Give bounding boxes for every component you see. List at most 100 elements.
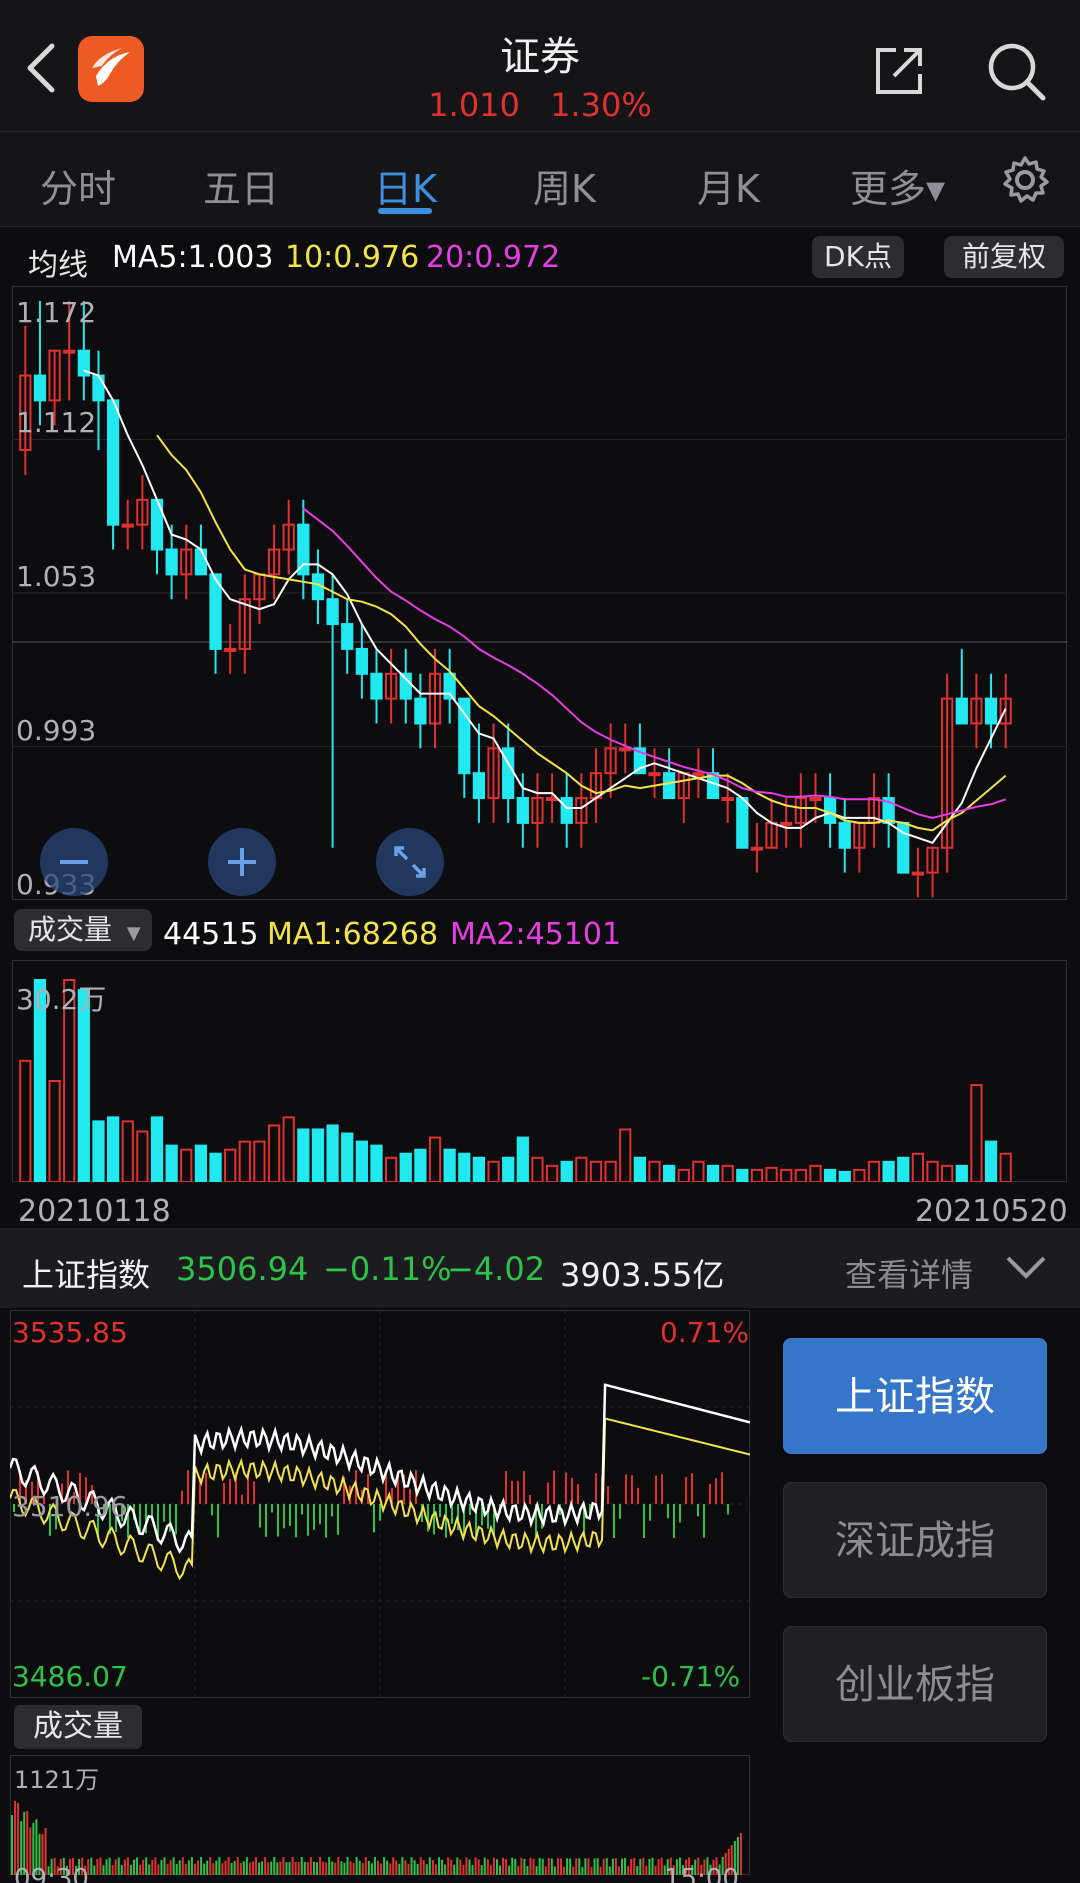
ma10-line	[156, 434, 1007, 832]
candle-body	[209, 573, 222, 650]
volume-bar	[545, 1164, 559, 1182]
volume-bar	[794, 1168, 807, 1182]
tab-more[interactable]: 更多▾	[850, 167, 946, 211]
index-pct: −0.11%	[323, 1250, 452, 1288]
volume-bar	[575, 1156, 588, 1182]
view-details-link[interactable]: 查看详情	[845, 1256, 974, 1294]
candle-body	[106, 399, 120, 526]
index-low-pct: -0.71%	[641, 1660, 741, 1693]
fullscreen-icon[interactable]	[376, 828, 444, 896]
volume-bar	[224, 1148, 237, 1182]
candle-body	[19, 374, 32, 452]
candle-body	[823, 797, 837, 824]
candle-body	[355, 647, 368, 675]
index-summary-bar[interactable]: 上证指数 3506.94 −0.11% −4.02 3903.55亿 查看详情	[0, 1228, 1080, 1308]
candle-body	[33, 374, 47, 402]
index-low-label: 3486.07	[12, 1660, 128, 1693]
gear-icon[interactable]	[1000, 155, 1050, 205]
volume-bar	[897, 1156, 910, 1182]
volume-bar	[677, 1168, 690, 1182]
volume-bar	[502, 1156, 515, 1182]
search-icon[interactable]	[985, 40, 1047, 102]
index-button-shenzhen[interactable]: 深证成指	[783, 1482, 1047, 1598]
share-icon[interactable]	[870, 40, 930, 100]
volume-bar	[92, 1120, 105, 1182]
candle-body	[911, 871, 925, 876]
volume-bar	[121, 1120, 134, 1182]
index-volume-max: 1121万	[14, 1766, 100, 1794]
volume-bar	[106, 1116, 120, 1182]
candle-body	[721, 797, 734, 802]
volume-selector[interactable]: 成交量 ▼	[14, 909, 152, 951]
volume-bar	[619, 1128, 632, 1182]
volume-bar	[414, 1148, 427, 1182]
index-change: −4.02	[447, 1250, 546, 1288]
volume-selector-label: 成交量	[28, 913, 113, 946]
index-button-chinext[interactable]: 创业板指	[783, 1626, 1047, 1742]
candle-body	[77, 349, 90, 377]
volume-bar	[560, 1160, 573, 1182]
y-tick-label: 1.172	[16, 296, 97, 329]
volume-bar	[136, 1130, 149, 1182]
volume-bar	[77, 989, 90, 1182]
time-end: 15:00	[664, 1864, 739, 1883]
candle-body	[165, 548, 178, 576]
index-volume-chart	[11, 1801, 742, 1875]
candle-body	[750, 846, 764, 851]
volume-bar	[809, 1164, 822, 1182]
volume-bar	[209, 1152, 222, 1182]
ma5-value: MA5:1.003	[112, 240, 274, 275]
volume-bar	[282, 1116, 295, 1182]
volume-legend: 成交量 ▼ 44515 MA1:68268 MA2:45101	[0, 905, 1080, 957]
zoom-in-button[interactable]	[208, 828, 276, 896]
candle-body	[443, 672, 456, 700]
forward-adjust-button[interactable]: 前复权	[944, 236, 1064, 278]
candle-body	[428, 672, 442, 725]
volume-bar	[180, 1148, 193, 1182]
app-logo-icon	[78, 36, 144, 102]
volume-chart[interactable]	[12, 960, 1067, 1182]
index-volume-label[interactable]: 成交量	[14, 1705, 142, 1749]
kline-chart[interactable]	[12, 286, 1067, 900]
candle-body	[926, 846, 939, 874]
candle-body	[692, 772, 705, 777]
volume-bar	[487, 1160, 500, 1182]
candle-body	[194, 548, 208, 576]
index-volume-frame	[10, 1755, 750, 1875]
candle-body	[136, 498, 149, 526]
candle-body	[487, 747, 500, 800]
index-price: 3506.94	[176, 1250, 309, 1288]
dk-point-button[interactable]: DK点	[812, 236, 904, 278]
index-button-shanghai[interactable]: 上证指数	[783, 1338, 1047, 1454]
volume-bar	[706, 1164, 720, 1182]
volume-bar	[33, 979, 47, 1182]
volume-bar	[63, 979, 76, 1182]
index-intraday-chart[interactable]	[10, 1310, 750, 1698]
volume-bar	[326, 1124, 339, 1182]
chevron-down-icon[interactable]	[1004, 1250, 1048, 1292]
volume-bar	[311, 1128, 325, 1182]
ma20-line	[302, 507, 1007, 819]
index-high-label: 3535.85	[12, 1316, 128, 1349]
candle-body	[267, 548, 281, 576]
tab-weekly-k[interactable]: 周K	[533, 167, 596, 211]
index-turnover: 3903.55亿	[560, 1256, 725, 1294]
candle-body	[385, 672, 398, 700]
candle-body	[545, 797, 559, 802]
tab-monthly-k[interactable]: 月K	[697, 167, 760, 211]
tab-five-day[interactable]: 五日	[203, 167, 280, 211]
volume-value: 44515	[163, 917, 259, 952]
start-date: 20210118	[18, 1194, 171, 1229]
candle-body	[633, 747, 646, 775]
back-arrow-icon[interactable]	[20, 40, 70, 96]
ma20-value: 20:0.972	[426, 240, 561, 275]
candle-body	[648, 772, 661, 777]
tab-intraday[interactable]: 分时	[40, 167, 117, 211]
tab-daily-k[interactable]: 日K	[374, 167, 437, 211]
volume-bar	[941, 1164, 954, 1182]
zoom-out-button[interactable]	[40, 828, 108, 896]
volume-bar	[780, 1168, 793, 1182]
stock-name: 证券	[500, 34, 580, 80]
candle-body	[326, 598, 339, 626]
volume-bar	[399, 1152, 412, 1182]
